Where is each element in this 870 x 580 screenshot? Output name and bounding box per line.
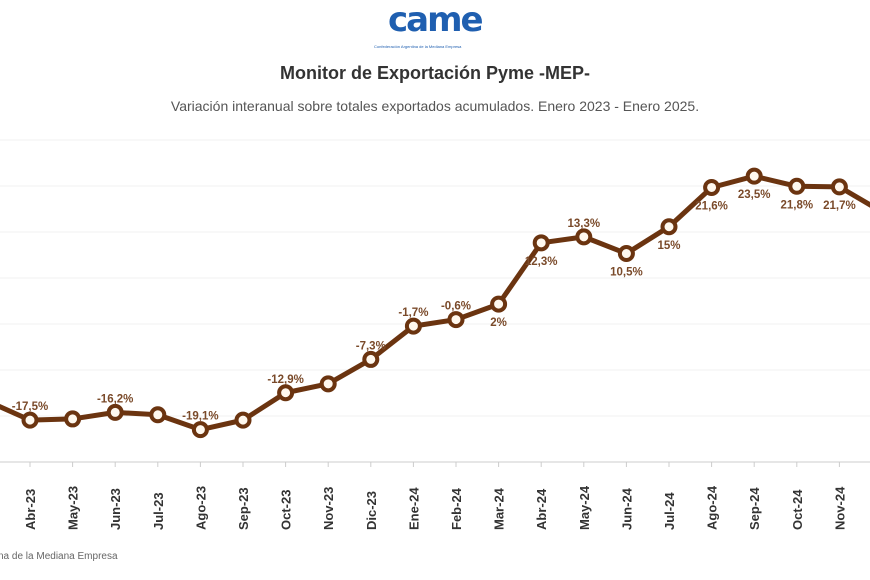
data-label: -1,7% [398,307,428,319]
data-point [106,403,124,421]
data-label: 13,3% [567,218,600,230]
data-point [319,375,337,393]
data-point [532,234,550,252]
data-point [660,218,678,236]
logo-tagline: Confederación Argentina de la Mediana Em… [374,44,462,49]
data-point [575,228,593,246]
data-label: -17,5% [12,401,48,413]
data-point [362,350,380,368]
data-point [277,384,295,402]
data-label: 21,6% [695,200,728,212]
data-label: 10,5% [610,267,643,279]
logo-text: came [388,0,484,40]
data-label: -16,2% [97,393,133,405]
x-tick-label: Abr-24 [534,488,549,530]
x-tick-label: Nov-24 [832,486,847,530]
data-point [617,245,635,263]
chart-title: Monitor de Exportación Pyme -MEP- [279,63,591,83]
data-label: -7,3% [356,340,386,352]
x-tick-label: Oct-24 [790,489,805,530]
x-tick-label: May-24 [577,485,592,530]
x-tick-label: Sep-24 [747,487,762,530]
data-point [64,410,82,428]
data-label: -19,1% [182,411,218,423]
x-tick-label: May-23 [66,486,81,530]
x-tick-label: Dic-23 [364,491,379,530]
x-tick-label: Sep-23 [236,487,251,530]
x-tick-label: Feb-24 [449,487,464,530]
came-logo: came Confederación Argentina de la Media… [370,0,500,52]
data-point [191,421,209,439]
x-tick-label: Jun-24 [619,487,634,530]
x-tick-label: Mar-24 [492,487,507,530]
x-tick-label: Ago-24 [705,485,720,530]
data-label: 21,7% [823,200,856,212]
series-line [0,173,870,433]
source-note: na de la Mediana Empresa [0,551,118,562]
data-label: 23,5% [738,189,771,201]
data-label: 12,3% [525,256,558,268]
x-tick-label: Abr-23 [23,489,38,530]
x-tick-label: Ago-23 [193,486,208,530]
data-label: -0,6% [441,301,471,313]
data-point [703,178,721,196]
data-point [404,317,422,335]
data-label: 15% [657,240,680,252]
data-label: 2% [490,317,507,329]
data-point [149,406,167,424]
x-tick-label: Jun-23 [108,488,123,530]
data-label: -12,9% [267,374,303,386]
data-point [830,178,848,196]
data-point [447,311,465,329]
x-tick-label: Oct-23 [279,490,294,530]
data-point [234,411,252,429]
x-tick-label: Ene-24 [406,487,421,530]
data-point [21,411,39,429]
x-tick-label: Jul-24 [662,492,677,530]
data-point [745,167,763,185]
data-point [788,177,806,195]
chart-subtitle: Variación interanual sobre totales expor… [170,98,700,114]
x-tick-label: Jul-23 [151,492,166,530]
x-tick-label: Nov-23 [321,487,336,530]
data-label: 21,8% [780,199,813,211]
data-point [490,295,508,313]
